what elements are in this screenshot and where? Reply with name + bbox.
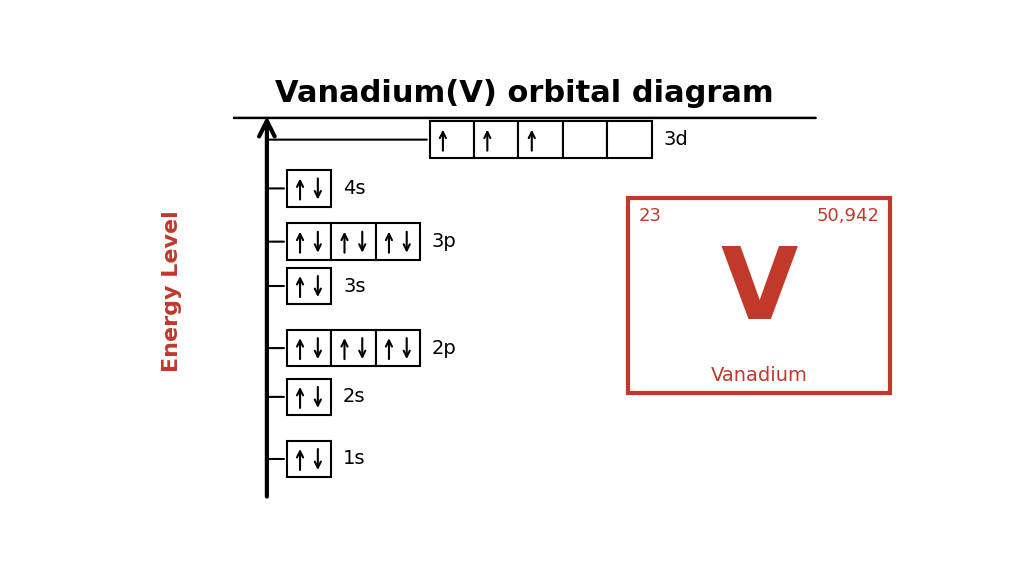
Bar (287, 330, 331, 366)
Text: 3s: 3s (343, 276, 366, 295)
Bar (628, 198, 890, 393)
Bar (518, 122, 563, 158)
Bar (474, 122, 518, 158)
Bar (376, 223, 420, 260)
Text: Energy Level: Energy Level (162, 210, 181, 372)
Text: 23: 23 (638, 207, 662, 225)
Bar (287, 441, 331, 477)
Text: Vanadium: Vanadium (711, 366, 807, 385)
Text: 2p: 2p (432, 339, 457, 358)
Bar (287, 378, 331, 415)
Bar (563, 122, 607, 158)
Text: 4s: 4s (343, 179, 366, 198)
Text: 3p: 3p (432, 232, 457, 251)
Bar (331, 223, 376, 260)
Text: 3d: 3d (664, 130, 688, 149)
Bar (430, 122, 474, 158)
Bar (376, 330, 420, 366)
Text: Vanadium(V) orbital diagram: Vanadium(V) orbital diagram (275, 79, 774, 108)
Text: 1s: 1s (343, 449, 366, 468)
Text: V: V (720, 243, 798, 340)
Bar (287, 170, 331, 207)
Bar (331, 330, 376, 366)
Bar (607, 122, 651, 158)
Text: 50,942: 50,942 (816, 207, 880, 225)
Bar (287, 223, 331, 260)
Text: 2s: 2s (343, 388, 366, 407)
Bar (287, 268, 331, 304)
